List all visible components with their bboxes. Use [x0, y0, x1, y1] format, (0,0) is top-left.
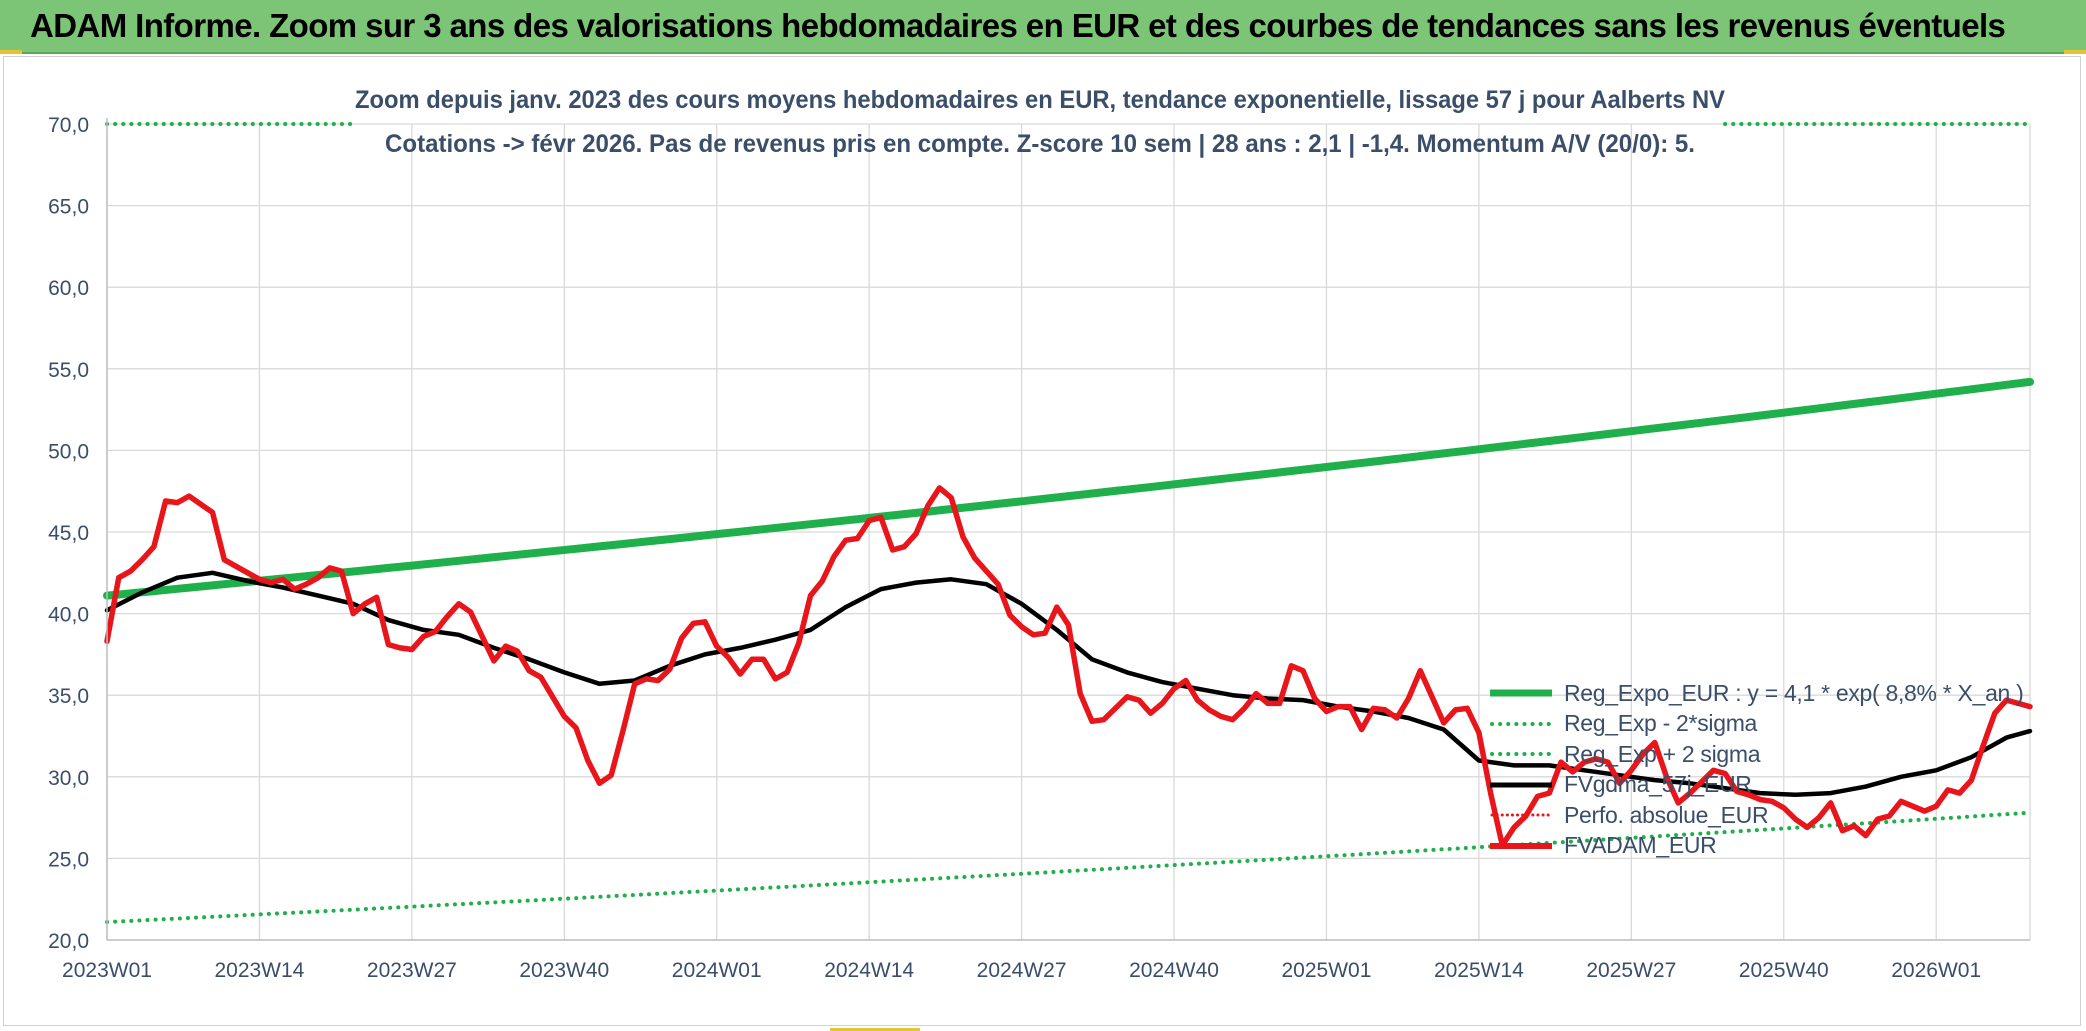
legend-label-perfo: Perfo. absolue_EUR [1564, 801, 1769, 828]
legend-item-reg-minus[interactable]: Reg_Exp - 2*sigma [1490, 709, 2050, 740]
x-tick-label: 2024W14 [824, 959, 914, 982]
x-tick-label: 2025W01 [1282, 959, 1372, 982]
series-reg-minus-line [105, 810, 2032, 924]
legend-label-gdma: FVgdma_57j_EUR [1564, 771, 1752, 798]
y-tick-label: 50,0 [48, 440, 89, 463]
legend-label-fvadam: FVADAM_EUR [1564, 832, 1717, 859]
y-tick-label: 20,0 [48, 930, 89, 953]
x-tick-label: 2023W40 [519, 959, 609, 982]
legend-label-reg-minus: Reg_Exp - 2*sigma [1564, 710, 1758, 737]
chart-frame [3, 56, 2081, 1026]
legend-swatch-reg-expo [1490, 687, 1552, 699]
x-tick-label: 2025W14 [1434, 959, 1524, 982]
legend-swatch-reg-minus [1490, 718, 1552, 730]
x-tick-label: 2025W40 [1739, 959, 1829, 982]
series-fvadam-line [104, 485, 2033, 849]
axis-layer: 20,0 25,0 30,0 35,0 40,0 45,0 50,0 55,0 60,0 65,0… [48, 114, 2030, 982]
y-tick-label: 55,0 [48, 359, 89, 382]
legend-item-fvadam[interactable]: FVADAM_EUR [1490, 831, 2050, 862]
banner-accent-left [0, 50, 22, 54]
legend-swatch-reg-plus [1490, 748, 1552, 760]
x-tick-label: 2023W01 [62, 959, 152, 982]
legend-item-reg-expo[interactable]: Reg_Expo_EUR : y = 4,1 * exp( 8,8% * X_a… [1490, 678, 2050, 709]
legend-item-gdma[interactable]: FVgdma_57j_EUR [1490, 770, 2050, 801]
y-tick-label: 45,0 [48, 522, 89, 545]
series-reg-expo-line [103, 377, 2034, 600]
y-tick-label: 30,0 [48, 767, 89, 790]
x-tick-label: 2023W14 [214, 959, 304, 982]
y-tick-label: 70,0 [48, 114, 89, 137]
x-tick-label: 2025W27 [1586, 959, 1676, 982]
legend-swatch-gdma [1490, 779, 1552, 791]
y-tick-label: 40,0 [48, 604, 89, 627]
legend-swatch-perfo [1490, 809, 1552, 821]
chart-title-line2: Cotations -> févr 2026. Pas de revenus p… [385, 130, 1695, 158]
legend-item-perfo[interactable]: Perfo. absolue_EUR [1490, 800, 2050, 831]
report-banner: ADAM Informe. Zoom sur 3 ans des valoris… [0, 0, 2086, 54]
report-title: ADAM Informe. Zoom sur 3 ans des valoris… [30, 7, 2006, 44]
y-tick-label: 65,0 [48, 196, 89, 219]
x-tick-label: 2024W27 [977, 959, 1067, 982]
y-tick-label: 25,0 [48, 848, 89, 871]
x-tick-label: 2024W01 [672, 959, 762, 982]
bottom-accent [830, 1028, 920, 1031]
y-tick-label: 35,0 [48, 685, 89, 708]
x-tick-label: 2023W27 [367, 959, 457, 982]
x-tick-label: 2026W01 [1891, 959, 1981, 982]
chart-legend: Reg_Expo_EUR : y = 4,1 * exp( 8,8% * X_a… [1490, 678, 2050, 861]
series-layer [103, 122, 2034, 924]
legend-item-reg-plus[interactable]: Reg_Exp + 2 sigma [1490, 739, 2050, 770]
legend-label-reg-plus: Reg_Exp + 2 sigma [1564, 740, 1761, 767]
banner-accent-right [2064, 50, 2086, 54]
legend-label-reg-expo: Reg_Expo_EUR : y = 4,1 * exp( 8,8% * X_a… [1564, 679, 2024, 706]
chart-title-line1: Zoom depuis janv. 2023 des cours moyens … [355, 86, 1725, 114]
legend-swatch-fvadam [1490, 840, 1552, 852]
x-tick-label: 2024W40 [1129, 959, 1219, 982]
y-tick-label: 60,0 [48, 277, 89, 300]
